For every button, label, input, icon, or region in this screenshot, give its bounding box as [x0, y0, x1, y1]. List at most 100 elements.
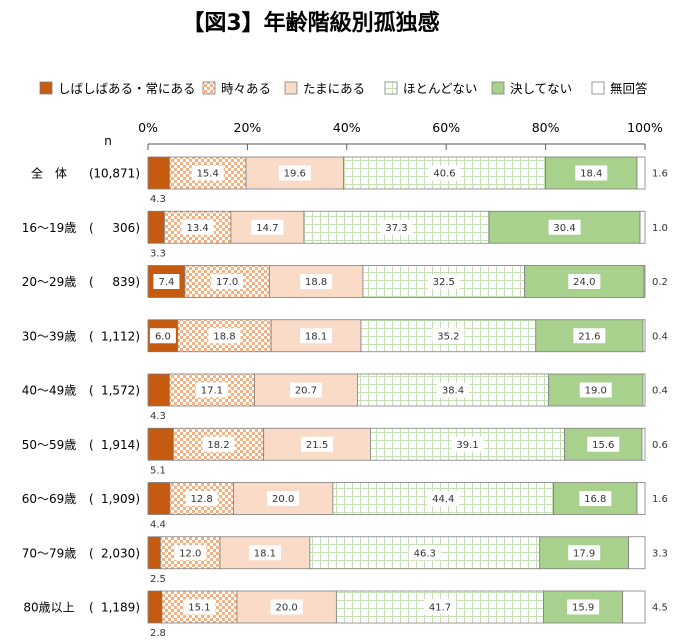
- n-header: n: [104, 134, 112, 148]
- bar-segment: [636, 482, 646, 515]
- legend-item: 時々ある: [202, 81, 271, 96]
- n-value: 1,914: [101, 438, 135, 452]
- n-label: 306): [112, 221, 140, 235]
- data-label: 24.0: [573, 277, 595, 288]
- n-label: 1,914): [101, 438, 140, 452]
- data-label-box: [202, 436, 235, 452]
- bar-segment: [147, 156, 170, 190]
- n-value: 1,189: [101, 601, 135, 615]
- legend-label: 決してない: [510, 81, 572, 96]
- data-label-box: [149, 328, 176, 344]
- data-label: 18.8: [213, 331, 235, 342]
- bar-segment: [642, 373, 646, 407]
- legend-item: 無回答: [591, 81, 648, 96]
- tick-label: 60%: [432, 120, 460, 135]
- legend-label: しばしばある・常にある: [58, 81, 196, 96]
- data-label: 41.7: [429, 603, 451, 614]
- n-label-open-paren: (: [89, 438, 94, 452]
- bar-segment: [147, 536, 161, 570]
- n-value: 1,909: [101, 492, 135, 506]
- data-label: 3.3: [652, 548, 668, 559]
- data-label: 0.2: [652, 277, 668, 288]
- bar-segment: [147, 373, 170, 407]
- legend-swatch: [284, 81, 298, 95]
- data-label-box: [251, 219, 284, 235]
- data-label-box: [185, 491, 218, 506]
- category-label: 80歳以上: [23, 601, 74, 615]
- bar-segment: [643, 265, 646, 298]
- data-label: 46.3: [414, 548, 436, 559]
- bar-row: 60～69歳 (1,909) 4.4 12.8 20.0 44.4 16.8 1.6: [22, 482, 668, 531]
- data-label: 2.5: [150, 574, 166, 585]
- n-label-open-paren: (: [89, 329, 94, 343]
- n-label: 1,112): [101, 329, 140, 343]
- legend-label: ほとんどない: [403, 81, 477, 96]
- data-label: 20.0: [276, 603, 298, 614]
- chart-title: 【図3】年齢階級別孤独感: [182, 10, 439, 36]
- n-label-close-paren: ): [135, 384, 140, 398]
- n-value: 839: [112, 275, 135, 289]
- data-label: 13.4: [187, 223, 209, 234]
- n-label-open-paren: (: [89, 221, 94, 235]
- data-label: 19.0: [585, 386, 607, 397]
- data-label: 20.7: [295, 386, 317, 397]
- n-label-close-paren: ): [135, 438, 140, 452]
- tick-label: 20%: [234, 120, 262, 135]
- n-label: 10,871): [93, 167, 140, 181]
- data-label-box: [567, 599, 600, 615]
- n-label-open-paren: (: [89, 601, 94, 615]
- data-label: 1.6: [652, 494, 668, 505]
- n-label: 2,030): [101, 546, 140, 560]
- data-label: 19.6: [284, 169, 306, 180]
- n-label-open-paren: (: [89, 492, 94, 506]
- data-label-box: [301, 436, 334, 452]
- data-label-box: [278, 165, 311, 181]
- category-label: 50～59歳: [22, 438, 77, 452]
- data-label: 4.5: [652, 603, 668, 614]
- bar-segment: [636, 156, 646, 190]
- n-label-close-paren: ): [135, 329, 140, 343]
- data-label-box: [579, 491, 612, 506]
- data-label-box: [183, 599, 216, 615]
- legend-swatch: [384, 81, 398, 95]
- n-label-close-paren: ): [135, 546, 140, 560]
- bar-row: 80歳以上 (1,189) 2.8 15.1 20.0 41.7 15.9 4.5: [23, 590, 668, 639]
- bar-row: 40～49歳 (1,572) 4.3 17.1 20.7 38.4 19.0 0.4: [22, 373, 668, 422]
- bar-segment: [147, 482, 171, 515]
- data-label: 1.6: [652, 169, 668, 180]
- bar-segment: [524, 265, 645, 298]
- bar-segment: [147, 427, 174, 461]
- legend-swatch: [591, 81, 605, 95]
- data-label: 4.4: [150, 520, 166, 531]
- tick-label: 100%: [627, 120, 663, 135]
- n-label: 1,572): [101, 384, 140, 398]
- bar-row: 16～19歳 (306) 3.3 13.4 14.7 37.3 30.4 1.0: [22, 210, 668, 259]
- category-label: 16～19歳: [22, 221, 77, 235]
- data-label-box: [568, 545, 601, 561]
- data-label-box: [579, 382, 612, 398]
- data-label: 37.3: [385, 223, 407, 234]
- data-label-box: [427, 491, 460, 506]
- category-label: 20～29歳: [22, 275, 77, 289]
- data-label: 18.8: [305, 277, 327, 288]
- data-label: 30.4: [553, 223, 575, 234]
- data-label: 0.4: [652, 331, 668, 342]
- data-label: 15.1: [188, 603, 210, 614]
- data-label: 12.0: [179, 548, 201, 559]
- n-label-open-paren: (: [89, 384, 94, 398]
- category-label: 全 体: [31, 166, 67, 181]
- data-label: 3.3: [150, 248, 166, 259]
- data-label: 16.8: [584, 494, 606, 505]
- n-label-close-paren: ): [135, 275, 140, 289]
- data-label: 39.1: [456, 440, 478, 451]
- legend-item: しばしばある・常にある: [39, 81, 196, 96]
- data-label-box: [568, 274, 601, 289]
- data-label: 32.5: [433, 277, 455, 288]
- data-label-box: [300, 274, 333, 289]
- n-value: 1,112: [101, 329, 135, 343]
- category-label: 30～39歳: [22, 329, 77, 343]
- data-label: 18.4: [580, 169, 602, 180]
- data-label-box: [267, 491, 300, 506]
- bar-row: 50～59歳 (1,914) 5.1 18.2 21.5 39.1 15.6 0.6: [22, 427, 668, 476]
- data-label-box: [195, 382, 228, 398]
